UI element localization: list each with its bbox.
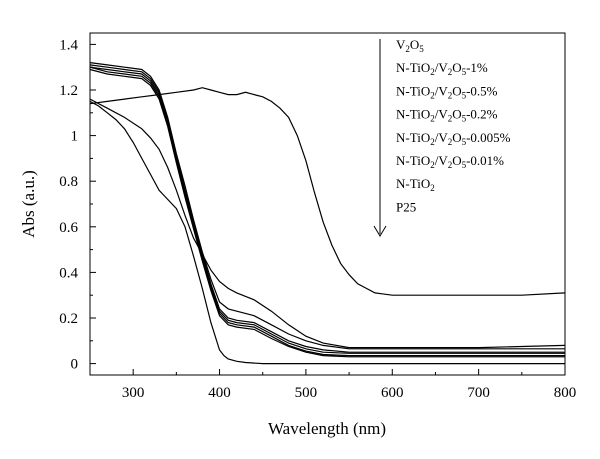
x-tick-label: 700 [467,385,490,401]
y-tick-label: 0.6 [59,220,78,236]
legend-entry: N-TiO2/V2O5-0.01% [396,153,504,170]
y-tick-label: 0.8 [59,174,78,190]
legend-entry: N-TiO2/V2O5-0.005% [396,130,511,147]
legend-entry: V2O5 [396,37,424,54]
legend-entry: N-TiO2/V2O5-0.2% [396,107,498,124]
y-tick-label: 0.2 [59,311,78,327]
series-line-4 [89,64,565,353]
series-group [89,62,566,365]
y-tick-label: 1.4 [59,37,78,53]
x-tick-label: 500 [295,385,318,401]
legend-entry: N-TiO2 [396,176,435,193]
series-line-2 [89,98,566,349]
series-line-6 [89,66,565,357]
legend-entry: P25 [396,199,416,214]
axis-ticks [89,43,566,375]
x-tick-label: 800 [554,385,577,401]
y-tick-label: 0 [71,357,79,373]
series-line-8 [89,100,565,365]
x-tick-label: 300 [122,385,145,401]
y-tick-label: 1 [71,129,79,145]
series-line-5 [89,66,565,354]
y-tick-label: 0.4 [59,265,78,281]
y-axis-title: Abs (a.u.) [19,170,38,238]
x-tick-label: 400 [208,385,231,401]
legend-entry: N-TiO2/V2O5-1% [396,60,488,77]
legend: V2O5 N-TiO2/V2O5-1% N-TiO2/V2O5-0.5% N-TiO2… [373,37,511,237]
series-line-7 [89,68,565,358]
legend-arrow-head [373,225,387,237]
series-line-3 [89,62,565,350]
series-line-1 [89,87,566,296]
x-tick-label: 600 [381,385,404,401]
legend-entry: N-TiO2/V2O5-0.5% [396,83,498,100]
tick-labels: 300 400 500 600 700 800 0 0.2 0.4 0.6 0.8 1 1.2 1.4 [59,37,576,401]
y-tick-label: 1.2 [59,83,78,99]
x-axis-title: Wavelength (nm) [268,419,386,438]
